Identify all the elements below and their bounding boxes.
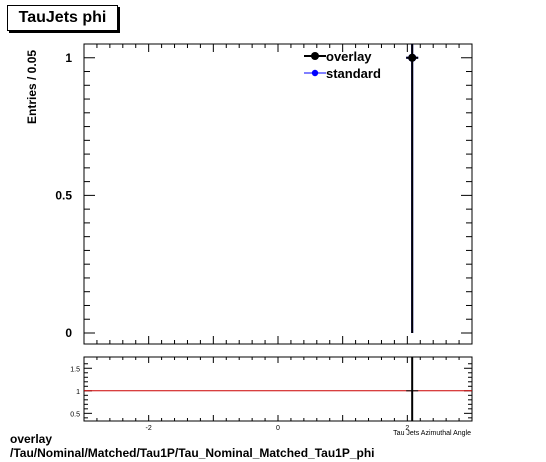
legend-label-standard: standard	[326, 66, 381, 81]
ratio-y-tick-label: 0.5	[70, 411, 80, 418]
y-tick-label: 0.5	[55, 188, 72, 202]
y-tick-label: 1	[65, 51, 72, 65]
ratio-y-tick-label: 1.5	[70, 366, 80, 373]
axis-ticks	[83, 44, 473, 421]
legend: overlay standard	[304, 49, 381, 81]
tick-labels: -2 0 2 0 0.5 1 0.5 1 1.5	[55, 51, 409, 432]
legend-marker-overlay	[311, 52, 319, 60]
ratio-y-tick-label: 1	[76, 389, 80, 396]
x-tick-label: -2	[146, 425, 152, 432]
x-tick-label: 0	[276, 425, 280, 432]
chart-title: TauJets phi	[7, 5, 118, 31]
footer-label: overlay	[10, 432, 53, 446]
y-axis-label: Entries / 0.05	[25, 50, 39, 124]
x-axis-label: Tau Jets Azimuthal Angle	[393, 430, 471, 437]
ratio-plot-frame	[83, 356, 473, 422]
x-tick-label: 2	[405, 425, 409, 432]
data-point-overlay	[408, 53, 417, 62]
y-tick-label: 0	[65, 326, 72, 340]
main-plot-frame	[83, 43, 473, 345]
data-marks	[84, 44, 472, 421]
legend-marker-standard	[311, 69, 319, 77]
footer-path: /Tau/Nominal/Matched/Tau1P/Tau_Nominal_M…	[10, 446, 375, 460]
legend-label-overlay: overlay	[326, 49, 372, 64]
